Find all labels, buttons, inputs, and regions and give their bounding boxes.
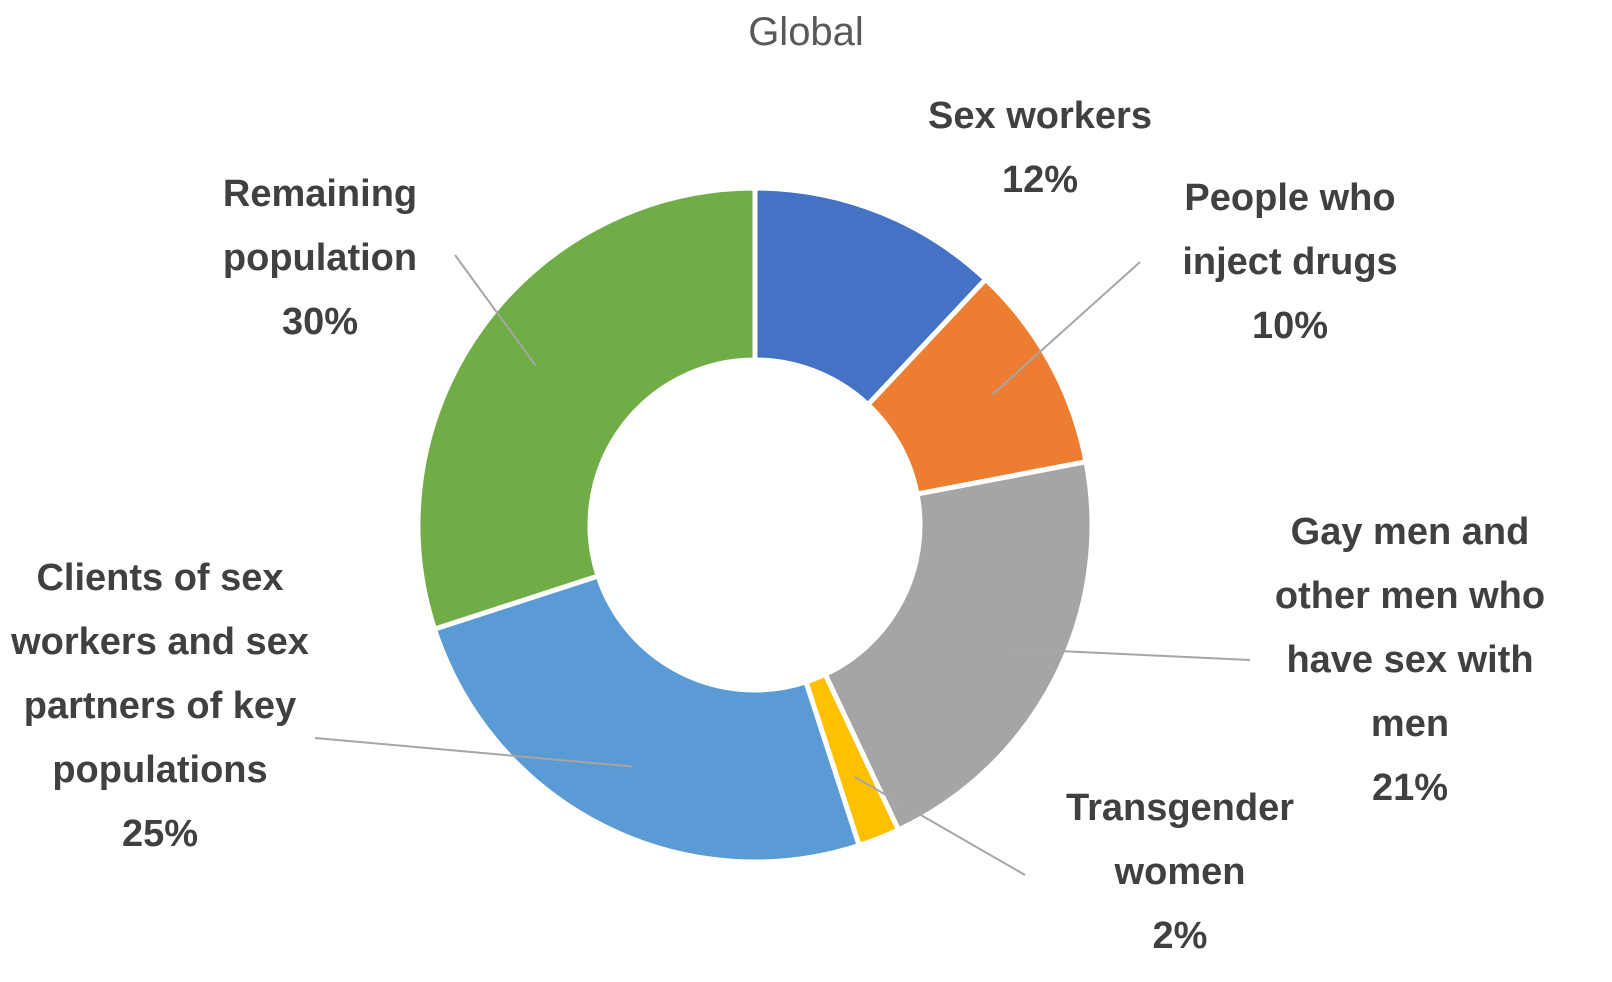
leader-line [854,776,1026,876]
value-label: 2% [1152,915,1208,957]
value-label: 10% [1251,305,1329,347]
data-label: Sex workers 12% [880,84,1200,212]
data-label: Remaining population 30% [185,162,455,354]
category-label: Transgender women [1065,787,1295,893]
leader-line [314,737,633,768]
category-label: Gay men and other men who have sex with … [1274,511,1546,745]
chart-title: Global [748,10,864,54]
leader-line [454,254,537,367]
data-label: Transgender women 2% [1030,776,1330,968]
category-label: People who inject drugs [1182,177,1398,283]
value-label: 25% [121,813,199,855]
value-label: 30% [281,301,359,343]
value-label: 21% [1371,767,1449,809]
category-label: Sex workers [928,95,1152,137]
data-label: People who inject drugs 10% [1145,166,1435,358]
category-label: Clients of sex workers and sex partners … [11,557,309,791]
donut-slice [431,572,863,865]
data-label: Clients of sex workers and sex partners … [0,546,320,866]
donut-slice [821,458,1095,834]
leader-line [996,647,1251,661]
category-label: Remaining population [222,173,418,279]
value-label: 12% [1001,159,1079,201]
donut-slice [415,185,758,633]
donut-slice [752,185,990,409]
data-label: Gay men and other men who have sex with … [1245,500,1575,820]
leader-line [991,261,1141,396]
